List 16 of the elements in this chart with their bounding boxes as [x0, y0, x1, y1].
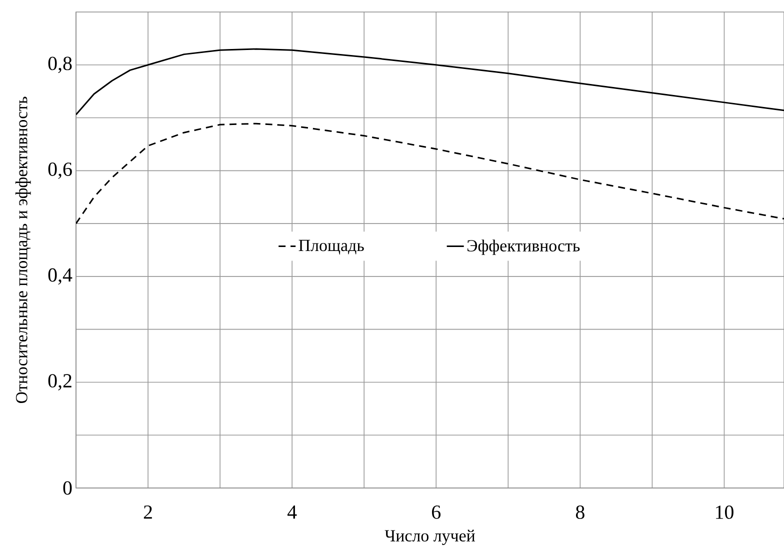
line-series: [76, 122, 784, 224]
x-tick-label: 2: [144, 505, 152, 519]
line-series: [76, 48, 784, 116]
x-axis-title: Число лучей: [384, 530, 475, 545]
x-tick-label: 6: [432, 505, 441, 519]
x-tick-label: 4: [287, 505, 297, 519]
y-tick-label: 0,6: [48, 162, 72, 179]
x-tick-label: 8: [576, 505, 584, 519]
y-axis-title: Относительные площадь и эффективность: [15, 96, 31, 404]
legend-label: Эффективность: [468, 240, 580, 255]
x-tick-label: 10: [716, 505, 734, 519]
y-tick-label: 0,2: [48, 374, 72, 390]
legend-label: Площадь: [298, 240, 364, 255]
y-tick-label: 0: [63, 481, 72, 495]
y-tick-label: 0,4: [48, 268, 72, 285]
y-tick-label: 0,8: [48, 56, 72, 74]
